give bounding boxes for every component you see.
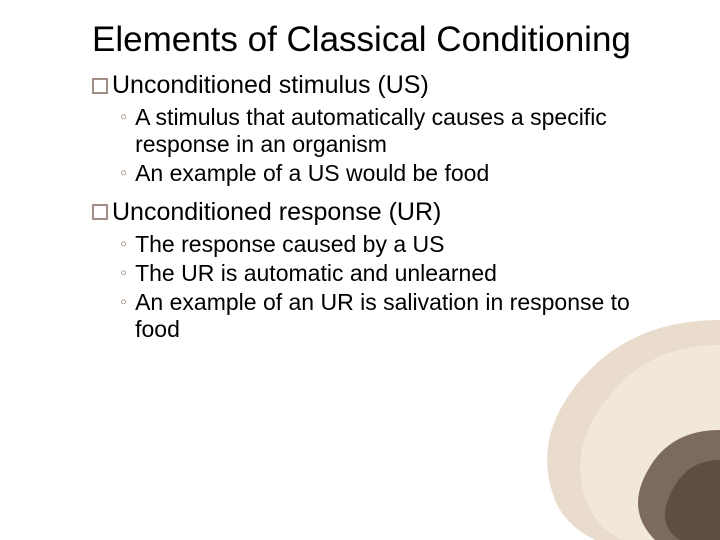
ring-bullet-icon: ◦ [120,160,127,187]
section-heading-text: Unconditioned stimulus (US) [112,71,429,100]
list-item-text: The UR is automatic and unlearned [135,260,632,287]
list-item: ◦ The response caused by a US [120,231,632,258]
list-item-text: An example of an UR is salivation in res… [135,289,632,343]
slide-title: Elements of Classical Conditioning [92,20,632,59]
checkbox-bullet-icon [92,204,108,220]
ring-bullet-icon: ◦ [120,260,127,287]
list-item: ◦ An example of a US would be food [120,160,632,187]
checkbox-bullet-icon [92,78,108,94]
content-area: Elements of Classical Conditioning Uncon… [92,20,632,353]
ring-bullet-icon: ◦ [120,289,127,343]
section-heading-1: Unconditioned response (UR) [92,198,632,227]
swirl-beige-inner [580,345,720,540]
section-heading-0: Unconditioned stimulus (US) [92,71,632,100]
swirl-brown [638,430,720,540]
sub-list-1: ◦ The response caused by a US ◦ The UR i… [92,231,632,344]
swirl-brown-inner [665,460,720,540]
list-item: ◦ An example of an UR is salivation in r… [120,289,632,343]
list-item-text: A stimulus that automatically causes a s… [135,104,632,158]
list-item-text: An example of a US would be food [135,160,632,187]
list-item-text: The response caused by a US [135,231,632,258]
slide: Elements of Classical Conditioning Uncon… [0,0,720,540]
ring-bullet-icon: ◦ [120,104,127,158]
ring-bullet-icon: ◦ [120,231,127,258]
section-heading-text: Unconditioned response (UR) [112,198,441,227]
list-item: ◦ The UR is automatic and unlearned [120,260,632,287]
list-item: ◦ A stimulus that automatically causes a… [120,104,632,158]
sub-list-0: ◦ A stimulus that automatically causes a… [92,104,632,187]
